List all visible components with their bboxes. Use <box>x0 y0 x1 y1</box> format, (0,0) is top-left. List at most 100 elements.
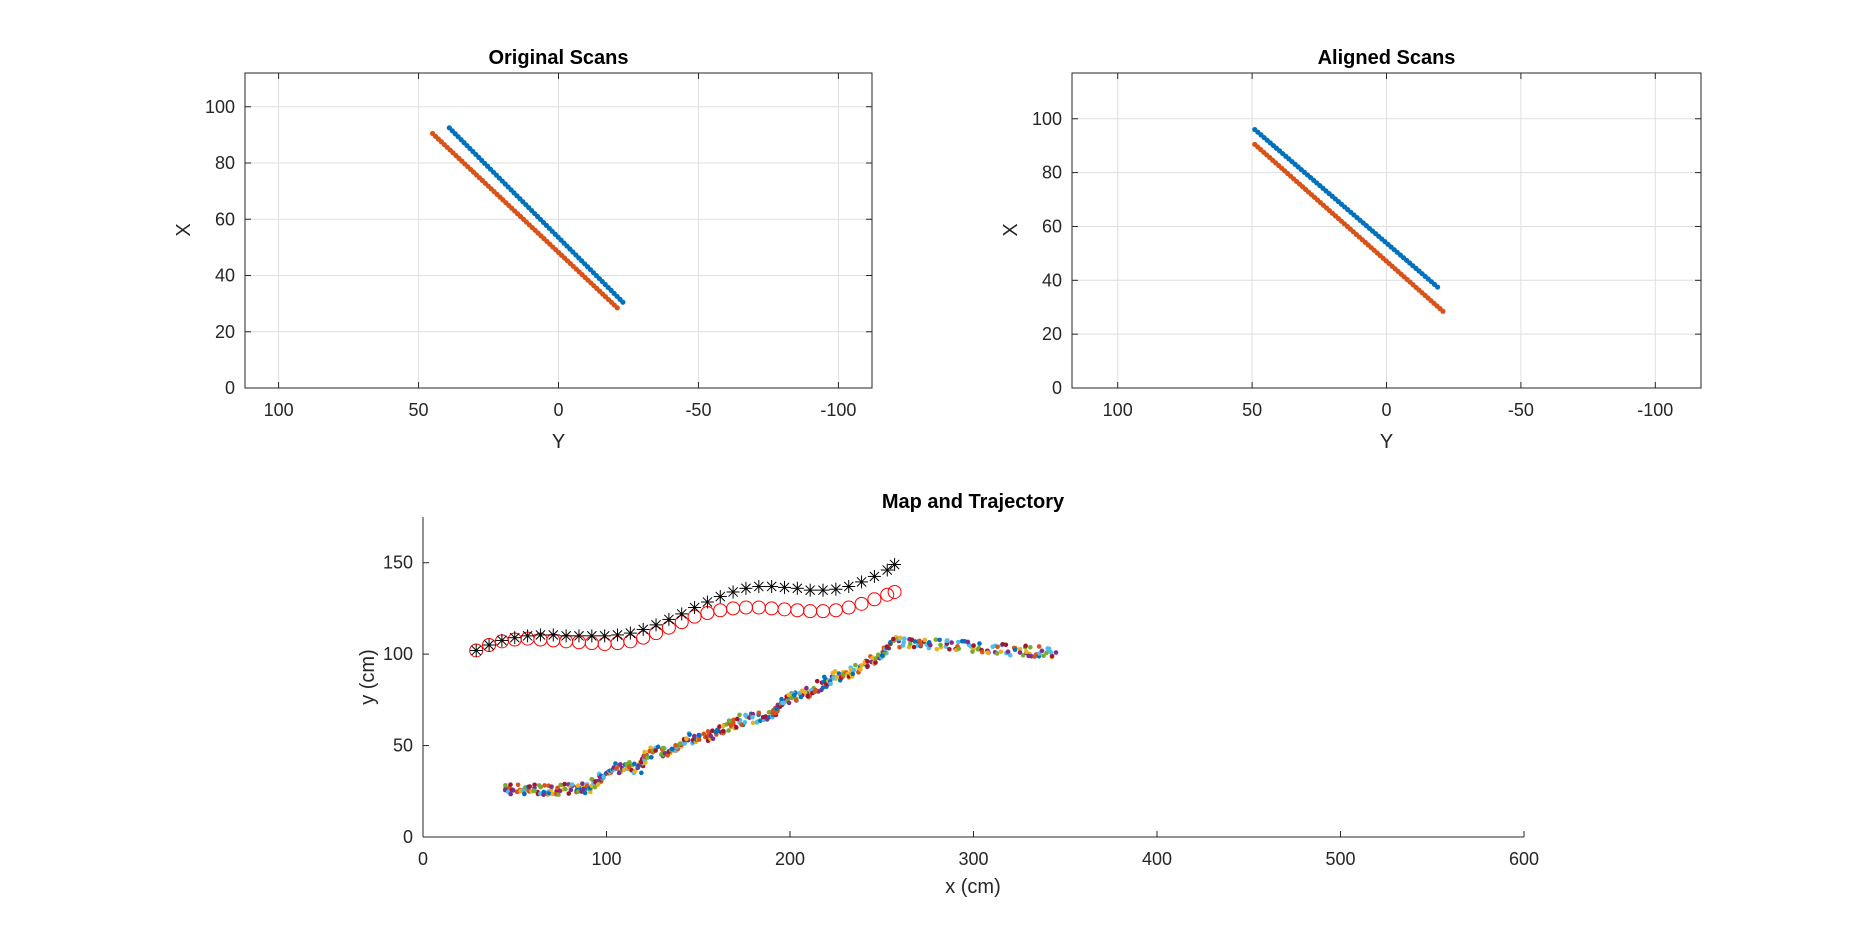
map-point <box>684 736 689 742</box>
map-point <box>802 690 808 695</box>
asterisk-stroke <box>882 565 893 575</box>
map-point <box>613 761 618 766</box>
asterisk-stroke <box>509 632 520 643</box>
asterisk-stroke <box>843 581 854 592</box>
map-point <box>975 647 981 652</box>
map-point <box>632 768 638 774</box>
map-point <box>985 650 990 655</box>
x-tick-label: -50 <box>1508 400 1534 420</box>
map-point <box>805 693 810 699</box>
map-point <box>947 647 952 652</box>
map-point <box>1053 650 1059 655</box>
subplot-original-scans: 100 50 0 -50 -100 0 20 40 60 80 100 Original Scans… <box>173 47 873 453</box>
scan-point <box>620 299 626 305</box>
trajectory-marker <box>867 569 881 583</box>
x-axis-label: Y <box>552 431 565 453</box>
map-point <box>696 737 702 743</box>
map-point <box>1017 650 1023 655</box>
estimate-marker <box>816 604 831 619</box>
map-point <box>580 781 585 786</box>
asterisk-stroke <box>484 640 495 650</box>
data-marks <box>1252 126 1446 314</box>
asterisk-stroke <box>792 583 803 594</box>
x-tick-label: 0 <box>1381 400 1391 420</box>
map-point <box>727 718 733 724</box>
map-point <box>911 644 917 650</box>
map-point <box>522 791 527 797</box>
x-axis-label: Y <box>1380 431 1393 453</box>
map-point <box>739 722 744 728</box>
asterisk-stroke <box>766 581 777 592</box>
trajectory-marker <box>521 629 535 643</box>
map-point <box>917 638 922 644</box>
chart-title: Aligned Scans <box>1318 47 1456 69</box>
map-point <box>726 728 731 733</box>
map-point <box>912 639 918 644</box>
y-tick-label: 100 <box>205 97 235 117</box>
x-tick-label: -50 <box>685 400 711 420</box>
data-marks <box>469 558 1059 798</box>
estimate-marker <box>726 601 741 616</box>
y-axis-label: X <box>1000 223 1022 236</box>
trajectory-marker <box>803 583 817 597</box>
tick-labels: 100 50 0 -50 -100 0 20 40 60 80 100 <box>1032 73 1701 420</box>
map-point <box>970 649 975 654</box>
y-tick-label: 40 <box>1042 270 1062 290</box>
trajectory-marker <box>508 631 522 645</box>
x-tick-label: -100 <box>820 400 856 420</box>
map-point <box>737 712 742 718</box>
map-point <box>995 644 1000 650</box>
map-point <box>550 791 556 797</box>
trajectory-marker <box>533 628 547 642</box>
map-point <box>760 714 766 720</box>
y-tick-label: 0 <box>403 827 413 847</box>
y-tick-label: 80 <box>1042 163 1062 183</box>
trajectory-marker <box>790 581 804 595</box>
map-point <box>527 784 533 789</box>
map-point <box>750 714 755 720</box>
map-point <box>873 656 879 661</box>
asterisk-stroke <box>535 629 546 640</box>
map-point <box>677 741 683 747</box>
map-point <box>616 770 622 776</box>
asterisk-stroke <box>856 576 867 587</box>
y-tick-label: 100 <box>383 644 413 664</box>
y-tick-label: 20 <box>1042 324 1062 344</box>
map-point <box>575 783 581 788</box>
map-point <box>781 700 787 706</box>
x-tick-label: -100 <box>1637 400 1673 420</box>
x-tick-label: 300 <box>958 849 988 869</box>
trajectory-marker <box>598 629 612 643</box>
map-point <box>592 784 598 790</box>
map-point <box>851 667 857 673</box>
estimate-marker <box>790 603 805 618</box>
trajectory-marker <box>816 583 830 597</box>
map-point <box>511 788 516 793</box>
map-point <box>568 787 574 793</box>
axes-frame <box>1071 72 1702 389</box>
map-point <box>792 692 797 698</box>
map-point <box>865 659 870 664</box>
y-tick-label: 0 <box>225 378 235 398</box>
map-point <box>902 636 907 642</box>
map-point <box>786 692 792 698</box>
map-point <box>562 781 567 787</box>
map-point <box>1005 649 1011 655</box>
map-point <box>813 687 818 693</box>
map-point <box>873 660 878 665</box>
map-point <box>998 649 1004 655</box>
map-point <box>1049 653 1055 659</box>
trajectory-marker <box>649 618 663 632</box>
map-point <box>870 655 875 661</box>
x-tick-label: 400 <box>1142 849 1172 869</box>
map-point <box>515 782 521 788</box>
trajectory-marker <box>855 575 869 589</box>
chart-title: Original Scans <box>488 47 628 69</box>
map-point <box>1003 642 1009 648</box>
map-point <box>665 753 671 758</box>
map-point <box>642 749 647 755</box>
x-tick-label: 100 <box>1103 400 1133 420</box>
map-point <box>1020 652 1026 658</box>
estimate-marker <box>738 600 753 615</box>
